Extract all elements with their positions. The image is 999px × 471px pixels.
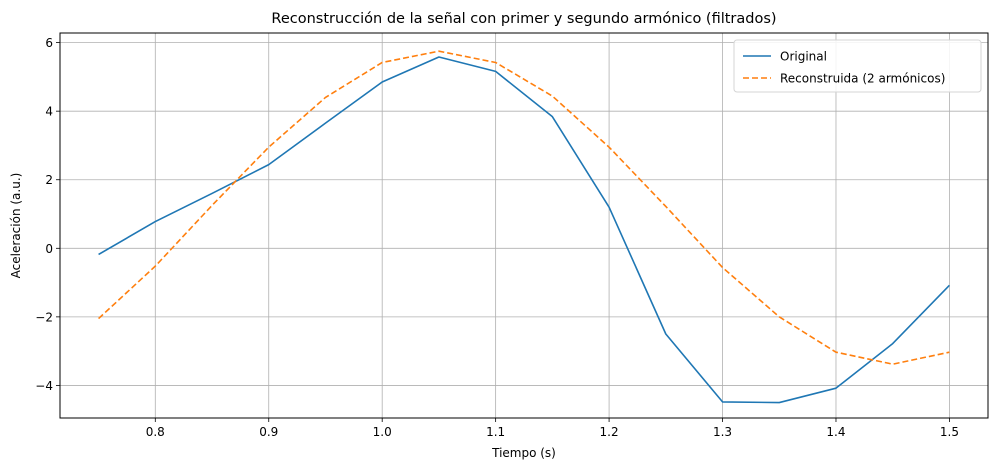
plot-frame <box>59 32 989 419</box>
x-tick-label: 1.2 <box>600 425 619 439</box>
y-axis-label: Aceleración (a.u.) <box>9 173 23 279</box>
legend-box <box>733 39 982 93</box>
legend-label-1: Reconstruida (2 armónicos) <box>780 72 945 86</box>
x-axis-label: Tiempo (s) <box>491 446 556 460</box>
y-tick-label: 2 <box>45 173 53 187</box>
series-line-1 <box>98 50 950 365</box>
y-axis-ticks: −4 −2 0 2 4 6 <box>35 36 60 393</box>
series-lines <box>98 50 951 404</box>
y-tick-label: −4 <box>35 379 53 393</box>
x-tick-label: 0.8 <box>146 425 165 439</box>
x-tick-label: 1.1 <box>486 425 505 439</box>
chart-title: Reconstrucción de la señal con primer y … <box>271 11 776 27</box>
x-axis-ticks: 0.8 0.9 1.0 1.1 1.2 1.3 1.4 1.5 <box>146 418 959 439</box>
x-tick-label: 1.5 <box>940 425 959 439</box>
y-tick-label: −2 <box>35 310 53 324</box>
y-tick-label: 6 <box>45 36 53 50</box>
series-line-0 <box>98 56 951 404</box>
legend-label-0: Original <box>780 50 827 64</box>
x-tick-label: 0.9 <box>259 425 278 439</box>
y-tick-label: 4 <box>45 105 53 119</box>
x-tick-label: 1.0 <box>373 425 392 439</box>
grid-lines <box>60 33 988 418</box>
x-tick-label: 1.3 <box>713 425 732 439</box>
x-tick-label: 1.4 <box>826 425 845 439</box>
y-tick-label: 0 <box>45 242 53 256</box>
legend: Original Reconstruida (2 armónicos) <box>733 39 982 93</box>
